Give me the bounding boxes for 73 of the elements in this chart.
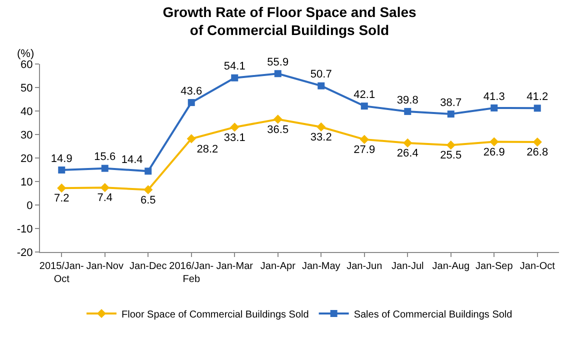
data-label: 26.9 — [483, 146, 505, 158]
data-label: 36.5 — [267, 124, 289, 136]
y-tick-label: 0 — [26, 200, 33, 212]
x-tick-label: Jan-Nov — [86, 261, 124, 272]
point — [274, 70, 282, 78]
x-tick-label: 2015/Jan-Oct — [39, 261, 84, 285]
point — [230, 122, 240, 132]
y-tick-label: -20 — [16, 246, 33, 259]
data-label: 41.3 — [483, 90, 505, 103]
y-tick-label: -10 — [16, 223, 33, 236]
point — [360, 102, 368, 110]
data-label: 50.7 — [310, 68, 332, 81]
point — [231, 74, 238, 82]
data-label: 6.5 — [140, 194, 156, 206]
point — [144, 185, 153, 194]
data-label: 26.8 — [526, 146, 548, 159]
point — [360, 134, 369, 144]
data-label: 39.8 — [396, 94, 418, 106]
point — [403, 138, 412, 148]
y-axis-title: (%) — [17, 48, 34, 60]
chart-title: Growth Rate of Floor Space and Sales of Commercial Buildings Sold — [162, 4, 417, 38]
y-tick-label: 40 — [20, 106, 33, 118]
point — [404, 108, 412, 115]
y-tick-label: 60 — [20, 58, 33, 71]
y-tick-label: 50 — [20, 82, 33, 94]
point — [57, 184, 66, 193]
y-tick-label: 10 — [20, 176, 33, 188]
x-tick-label: Jan-Jul — [392, 261, 424, 272]
point — [447, 110, 454, 118]
point — [100, 183, 110, 192]
legend-label: Sales of Commercial Buildings Sold — [354, 309, 512, 320]
point — [316, 122, 326, 132]
data-label: 38.7 — [440, 96, 462, 109]
x-tick-label: Jan-Sep — [476, 261, 514, 272]
point — [490, 104, 498, 112]
data-label: 15.6 — [94, 151, 116, 164]
data-label: 14.9 — [50, 152, 72, 165]
data-label: 26.4 — [396, 148, 418, 160]
data-label: 54.1 — [224, 60, 246, 73]
point — [144, 168, 152, 175]
x-tick-label: Jan-May — [302, 261, 340, 272]
data-label: 7.2 — [54, 192, 70, 205]
data-label: 14.4 — [121, 154, 143, 166]
data-label: 42.1 — [354, 88, 376, 101]
point — [186, 134, 196, 144]
data-label: 7.4 — [97, 192, 113, 204]
point — [490, 137, 499, 146]
data-label: 27.9 — [354, 144, 376, 156]
x-tick-label: Jan-Aug — [432, 261, 470, 272]
point — [58, 166, 66, 174]
x-tick-label: 2016/Jan-Feb — [169, 261, 214, 285]
data-label: 28.2 — [196, 143, 218, 156]
x-tick-label: Jan-Jun — [346, 261, 382, 272]
point — [534, 104, 541, 112]
point — [318, 82, 325, 90]
point — [188, 99, 195, 106]
legend-label: Floor Space of Commercial Buildings Sold — [122, 309, 309, 320]
y-tick-label: 30 — [20, 129, 33, 142]
data-label: 25.5 — [440, 150, 462, 162]
point — [101, 164, 108, 172]
data-label: 41.2 — [526, 91, 548, 104]
data-label: 43.6 — [180, 85, 202, 98]
x-tick-label: Jan-Dec — [130, 261, 167, 272]
x-tick-label: Jan-Mar — [216, 261, 254, 272]
point — [446, 140, 456, 150]
data-label: 33.1 — [224, 132, 246, 144]
x-tick-label: Jan-Apr — [260, 261, 296, 272]
y-tick-label: 20 — [20, 152, 33, 165]
data-label: 55.9 — [267, 56, 289, 69]
x-tick-label: Jan-Oct — [520, 261, 556, 272]
point — [273, 114, 282, 124]
data-label: 33.2 — [310, 132, 332, 144]
point — [532, 137, 542, 147]
